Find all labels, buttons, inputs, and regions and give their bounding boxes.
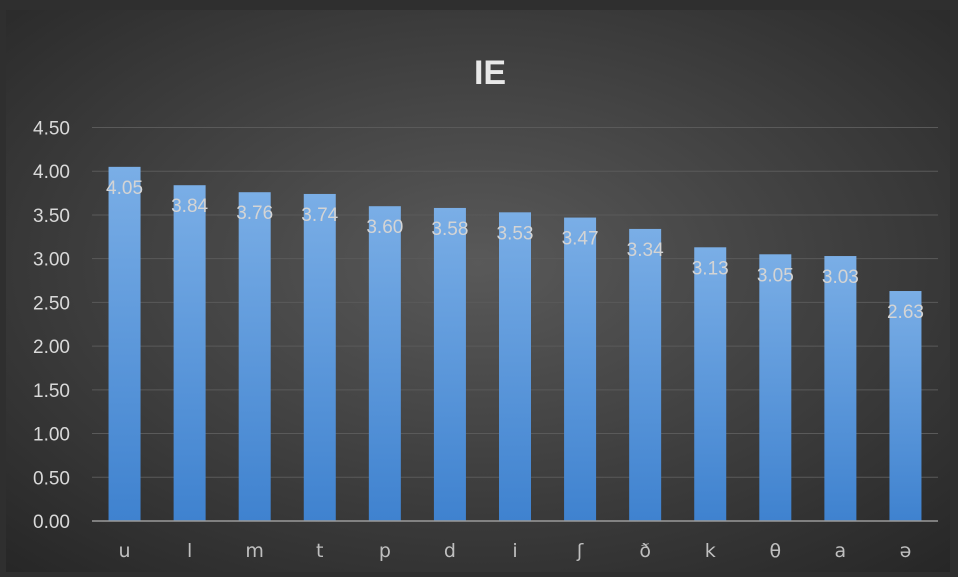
data-label: 3.74 bbox=[301, 205, 338, 226]
y-axis-ticks: 0.00 0.50 1.00 1.50 2.00 2.50 3.00 3.50 4.00 4.50 bbox=[33, 119, 70, 534]
data-label: 3.13 bbox=[692, 258, 729, 279]
y-tick-label: 0.50 bbox=[33, 468, 70, 489]
bar-12 bbox=[824, 256, 857, 521]
data-label: 3.84 bbox=[171, 196, 208, 217]
y-tick-label: 4.00 bbox=[33, 162, 70, 183]
y-tick-label: 3.50 bbox=[33, 206, 70, 227]
data-label: 3.53 bbox=[497, 223, 534, 244]
bar-13 bbox=[889, 291, 922, 521]
bar-9 bbox=[629, 228, 662, 522]
bars bbox=[108, 166, 922, 522]
y-tick-label: 2.50 bbox=[33, 293, 70, 314]
data-labels: 4.05 3.84 3.76 3.74 3.60 3.58 3.53 3.47 3.34 3.13… bbox=[106, 178, 924, 323]
bar-7 bbox=[499, 212, 531, 521]
data-label: 3.05 bbox=[757, 265, 794, 286]
bar-3 bbox=[238, 192, 271, 521]
y-tick-label: 1.50 bbox=[33, 381, 70, 402]
bar-2 bbox=[173, 185, 206, 522]
data-label: 3.03 bbox=[822, 267, 859, 288]
x-tick-label: l bbox=[187, 540, 192, 562]
y-tick-label: 2.00 bbox=[33, 337, 70, 358]
y-tick-label: 3.00 bbox=[33, 250, 70, 271]
data-label: 3.58 bbox=[431, 219, 468, 240]
data-label: 3.47 bbox=[562, 229, 599, 250]
y-tick-label: 0.00 bbox=[33, 512, 70, 533]
x-tick-label: t bbox=[316, 540, 323, 562]
y-tick-label: 4.50 bbox=[33, 119, 70, 140]
data-label: 4.05 bbox=[106, 178, 143, 199]
data-label: 2.63 bbox=[887, 302, 924, 323]
x-tick-label: a bbox=[835, 540, 847, 562]
bar-11 bbox=[759, 254, 792, 522]
data-label: 3.34 bbox=[627, 240, 664, 261]
bar-4 bbox=[303, 193, 336, 522]
chart-background bbox=[6, 10, 950, 572]
bar-10 bbox=[694, 247, 727, 521]
x-tick-label: ə bbox=[900, 540, 912, 562]
bar-6 bbox=[433, 207, 466, 521]
bar-5 bbox=[368, 206, 401, 521]
chart-title: IE bbox=[474, 54, 506, 92]
data-label: 3.60 bbox=[366, 217, 403, 238]
y-tick-label: 1.00 bbox=[33, 425, 70, 446]
x-tick-label: ð bbox=[639, 540, 651, 562]
x-tick-label: ʃ bbox=[576, 540, 584, 562]
x-tick-label: m bbox=[245, 540, 264, 562]
x-tick-label: u bbox=[119, 540, 131, 562]
bar-1 bbox=[108, 166, 141, 521]
data-label: 3.76 bbox=[236, 203, 273, 224]
x-tick-label: d bbox=[444, 540, 456, 562]
x-tick-label: k bbox=[705, 540, 716, 562]
x-tick-label: p bbox=[379, 540, 391, 562]
bar-8 bbox=[564, 217, 597, 521]
x-tick-label: i bbox=[512, 540, 517, 562]
x-tick-label: θ bbox=[769, 540, 781, 562]
